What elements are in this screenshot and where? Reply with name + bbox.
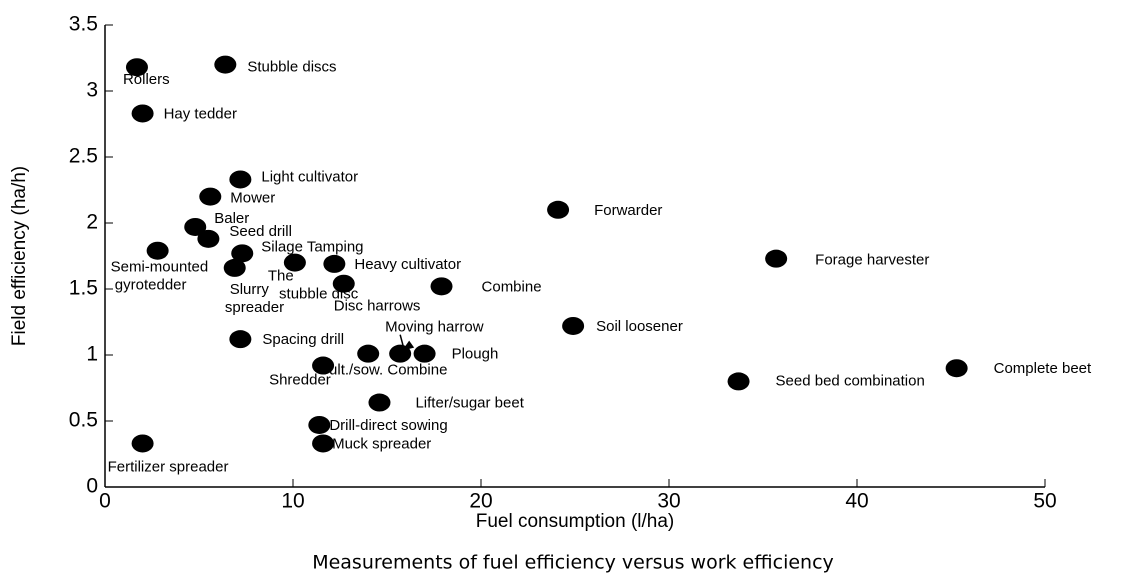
point-label: Hay tedder [164,105,237,122]
point-label: Stubble discs [247,59,336,76]
point [547,200,570,219]
point [131,434,154,453]
y-tick-label: 1 [86,343,98,366]
point-label: Shredder [269,372,331,389]
x-tick-label: 0 [99,490,111,513]
point [312,356,335,375]
point [223,258,246,277]
point-label: Forwarder [594,202,662,219]
point-label: Complete beet [994,360,1092,377]
point [945,359,968,378]
caption: Measurements of fuel efficiency versus w… [312,552,834,574]
point-label: Rollers [123,71,170,88]
point [308,415,331,434]
point-label: Heavy cultivator [354,256,461,273]
point [184,217,207,236]
point-label: Spacing drill [262,331,344,348]
y-tick-label: 2.5 [69,145,98,168]
x-tick-label: 20 [469,490,492,513]
point [312,434,335,453]
point-label: Forage harvester [815,252,929,269]
point [229,170,252,189]
point [727,372,750,391]
point [323,254,346,273]
point [231,244,254,263]
point [125,58,148,77]
y-tick-label: 0.5 [69,409,98,432]
y-tick-label: 3 [86,79,98,102]
x-axis-label: Fuel consumption (l/ha) [476,511,675,532]
point [131,104,154,123]
point [214,55,237,74]
point [413,344,436,363]
arrow [399,334,405,350]
point [146,241,169,260]
point-label: Drill-direct sowing [329,417,447,434]
point-label: Combine [482,278,542,295]
point [283,253,306,272]
point-label: Silage Tamping [261,238,363,255]
point-label: Mower [230,190,275,207]
point [368,393,391,412]
point [562,316,585,335]
y-axis-label: Field efficiency (ha/h) [9,166,30,346]
y-tick-label: 3.5 [69,13,98,36]
point-label: Seed bed combination [776,372,925,389]
point-label: Soil loosener [596,318,683,335]
point [229,330,252,349]
point-label: Moving harrow [385,319,484,336]
x-tick-label: 40 [845,490,868,513]
y-tick-label: 2 [86,211,98,234]
point [332,274,355,293]
point-label: Light cultivator [261,168,358,185]
point-label: Muck spreader [332,435,431,452]
point [197,229,220,248]
point [765,249,788,268]
point [430,277,453,296]
point-label: Baler [214,210,249,227]
point-label: Semi-mounted gyrotedder [111,259,209,294]
arrow-head [402,340,415,351]
point [199,187,222,206]
point-label: Slurry spreader [221,281,284,316]
point-label: Seed drill [229,223,292,240]
point-label: Cult./sow. Combine [318,362,447,379]
point-label: Plough [452,346,499,363]
x-tick-label: 50 [1033,490,1056,513]
point [357,344,380,363]
x-tick-label: 10 [281,490,304,513]
y-tick-label: 1.5 [69,277,98,300]
point-label: Disc harrows [334,298,421,315]
x-tick-label: 30 [657,490,680,513]
point-label: Lifter/sugar beet [415,394,524,411]
y-tick-label: 0 [86,475,98,498]
point-label: Fertilizer spreader [108,458,229,475]
